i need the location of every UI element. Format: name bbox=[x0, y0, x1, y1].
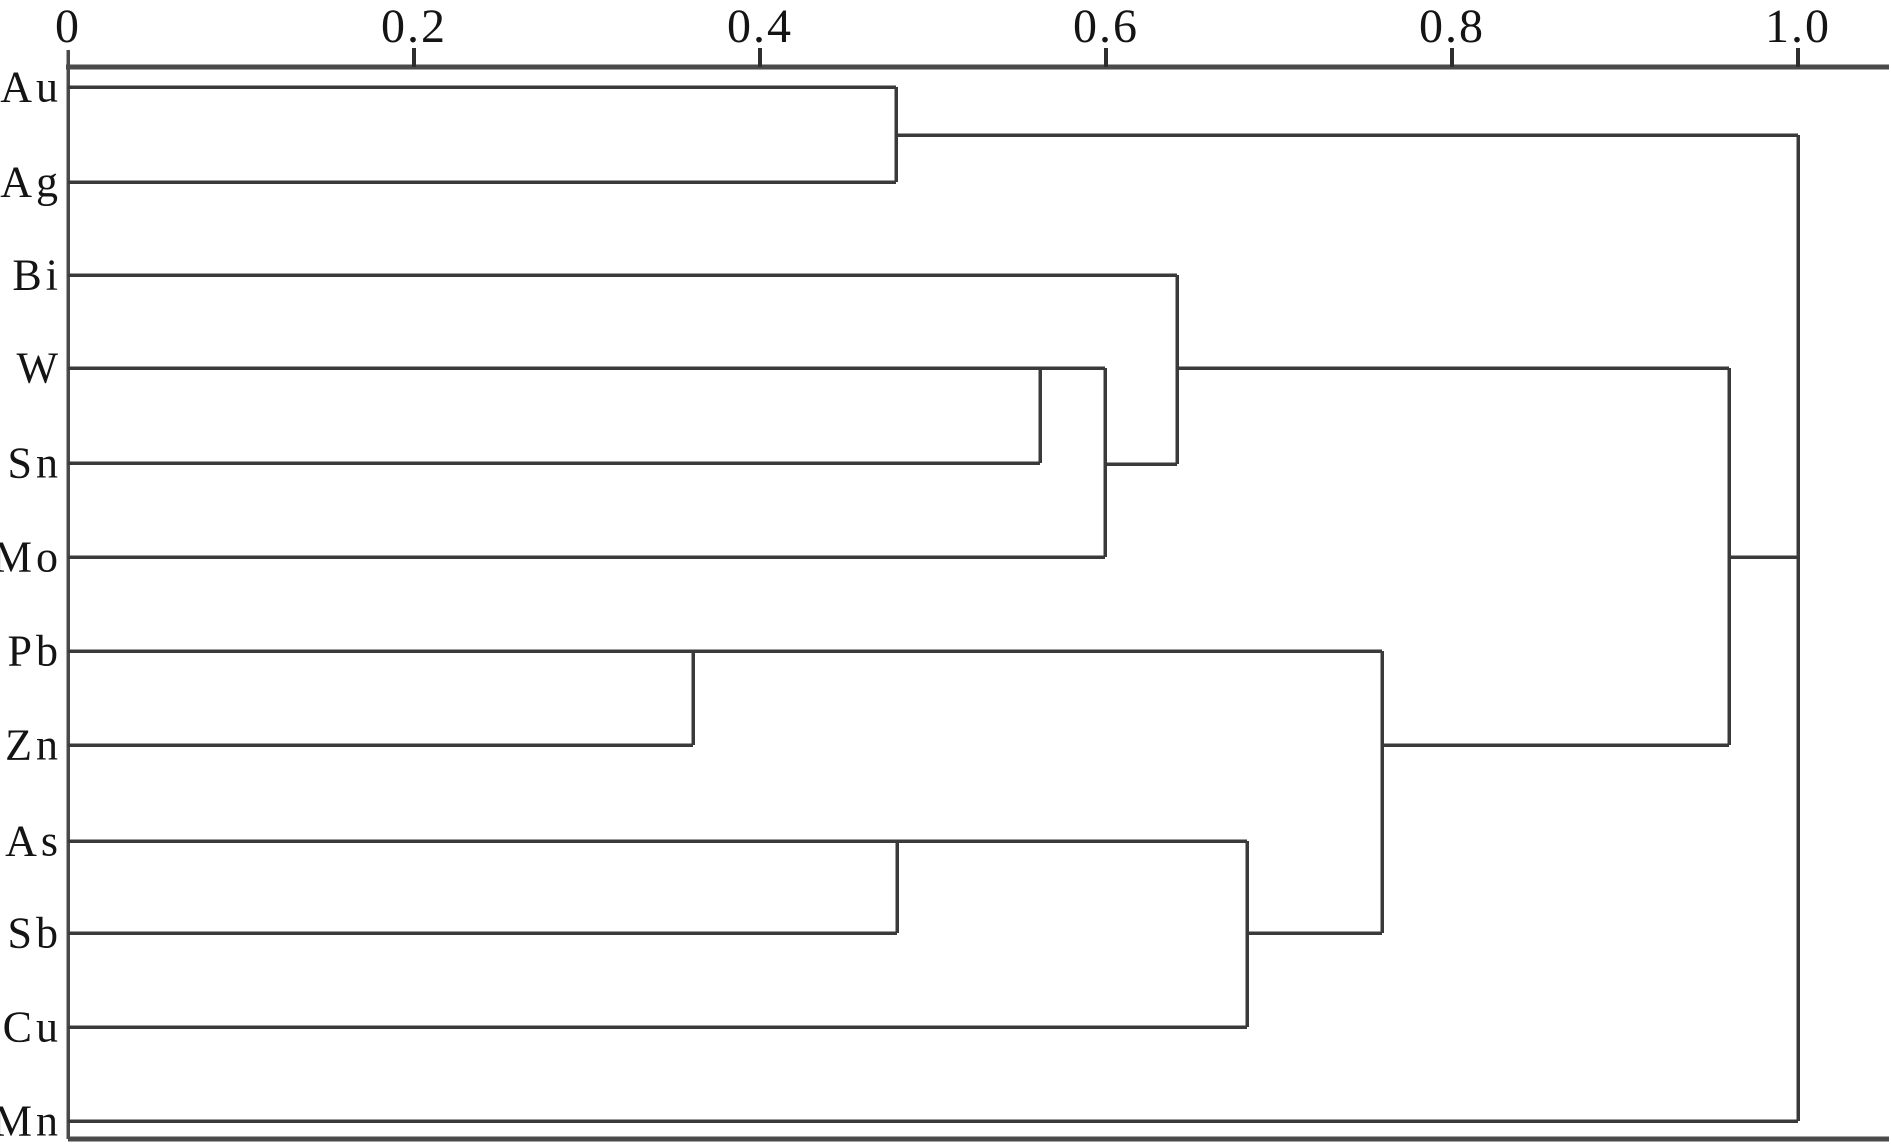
leaf-label-bi: Bi bbox=[12, 251, 62, 300]
axis-tick-label-0.8: 0.8 bbox=[1419, 0, 1485, 53]
leaf-label-pb: Pb bbox=[8, 627, 62, 676]
leaf-label-ag: Ag bbox=[0, 158, 62, 207]
leaf-label-cu: Cu bbox=[3, 1003, 62, 1052]
dendrogram-tree-layer bbox=[68, 85, 1800, 1123]
axis-tick-label-0.2: 0.2 bbox=[381, 0, 447, 53]
leaf-label-w: W bbox=[16, 344, 62, 393]
leaf-label-sb: Sb bbox=[8, 909, 62, 958]
axis-tick-label-0.6: 0.6 bbox=[1073, 0, 1139, 53]
axis-frame-layer bbox=[66, 50, 1889, 1142]
leaf-label-sn: Sn bbox=[8, 439, 62, 488]
label-layer: 0 0.2 0.4 0.6 0.8 1.0 Au Ag Bi W Sn Mo Pb Zn As Sb Cu Mn bbox=[0, 0, 1831, 1144]
axis-tick-label-1.0: 1.0 bbox=[1765, 0, 1831, 53]
leaf-label-as: As bbox=[5, 817, 62, 866]
axis-tick-label-0.4: 0.4 bbox=[727, 0, 793, 53]
axis-tick-label-0: 0 bbox=[55, 0, 81, 53]
axis-tick-layer bbox=[412, 48, 1800, 67]
leaf-label-zn: Zn bbox=[5, 721, 62, 770]
leaf-label-mo: Mo bbox=[0, 533, 62, 582]
leaf-label-mn: Mn bbox=[0, 1097, 62, 1144]
leaf-label-au: Au bbox=[0, 63, 62, 112]
